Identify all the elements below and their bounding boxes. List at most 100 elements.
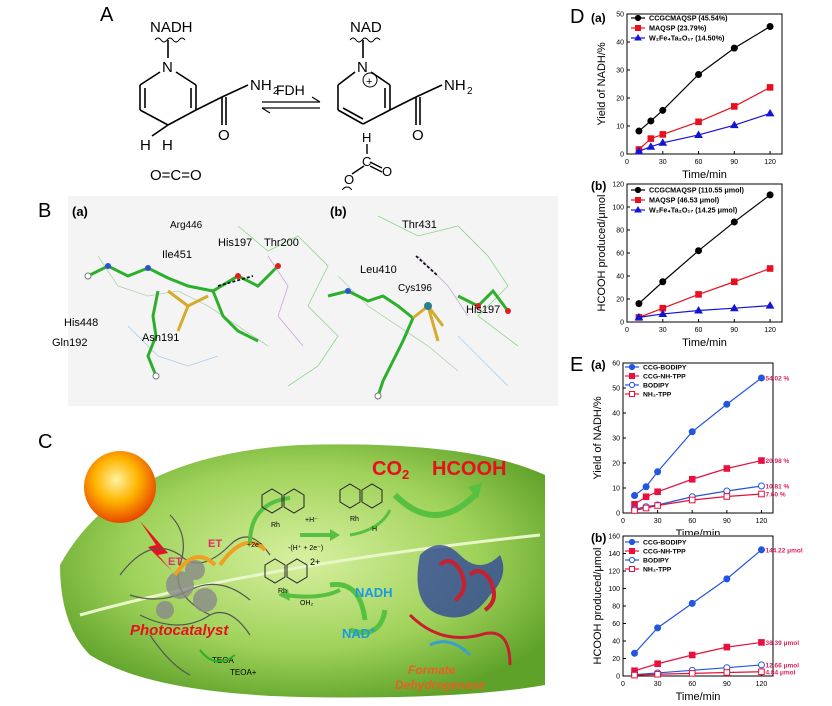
y-tick-label: 30 [612,436,620,443]
y-tick-label: 40 [616,274,624,281]
data-point [654,670,661,678]
residue-b-0: Thr431 [402,219,437,231]
x-axis-label: Time/min [682,169,727,178]
sublabel-b-b: (b) [330,204,347,219]
fdh-protein [408,545,512,666]
x-tick-label: 0 [621,518,625,525]
data-point [654,660,661,668]
data-point [654,624,662,632]
chart-sublabel: (b) [591,531,606,545]
rh-oh2-label: OH₂ [300,600,314,607]
x-tick-label: 120 [756,518,768,525]
y-tick-label: 0 [616,511,620,518]
fdh-label-2: Dehydrogenase [395,678,485,692]
y-tick-label: 30 [616,68,624,75]
nadh-arrow [329,581,368,621]
legend-entry: CCG-NH-TPP [643,549,686,556]
teoa-plus-label: TEOA+ [230,668,257,677]
rh-h-label: H [372,526,377,533]
y-tick-label: 80 [616,228,624,235]
data-point [646,142,656,150]
legend-marker [628,556,636,564]
plot-frame [626,13,783,155]
legend-marker [634,206,642,213]
data-point [766,191,774,199]
y-tick-label: 20 [616,297,624,304]
legend-marker [629,391,635,397]
x-tick-label: 30 [654,681,662,688]
data-point [757,482,765,490]
panel-label-e: E [570,354,584,376]
nadh-o-atom: O [218,127,230,144]
y-tick-label: 20 [612,461,620,468]
docking-a-ligand [87,264,280,377]
chart-sublabel: (a) [591,11,606,25]
y-tick-label: 20 [612,656,620,663]
residue-b-3: His197 [466,304,500,316]
hbond-a [217,275,254,287]
data-point [642,493,650,501]
docking-structures: (a) Arg446 Ile451 His197 Thr200 His448 A… [52,196,558,406]
y-tick-label: 0 [620,152,624,159]
data-point [688,651,696,659]
chart-sublabel: (b) [591,179,606,193]
data-point [758,639,765,646]
y-tick-label: 10 [612,486,620,493]
series-line [634,459,762,505]
nadh-h2-label: H [162,137,173,154]
data-point [723,400,731,408]
nadh-cycle-label: NADH [355,585,393,600]
sublabel-b-a: (a) [72,204,88,219]
data-point [658,309,668,317]
fdh-label: FDH [276,82,305,98]
data-label: 4.84 μmol [765,669,795,676]
data-point [695,70,703,78]
data-point [631,671,638,679]
co2-conversion-arrow [392,492,478,518]
series-line [634,549,762,654]
data-point [723,487,731,495]
docking-b-ligand [327,288,510,397]
data-point [695,118,702,126]
minus-h2e-label: -(H⁺ + 2e⁻) [288,545,323,552]
legend-entry: W₂Fe₄Ta₂O₁₇ (14.25 μmol) [649,206,738,215]
residue-a-0: Arg446 [170,220,203,231]
data-point [642,504,650,512]
data-point [634,146,644,155]
y-axis-label: Yield of NADH/% [592,396,604,480]
rh-label-2: Rh [350,516,359,523]
y-tick-label: 40 [616,40,624,47]
data-label: 20.98 % [765,458,789,465]
co2-label: CO2 [372,458,409,482]
legend-entry: NH₂-TPP [643,392,672,399]
series-line [638,305,771,318]
plus-h-label: +H⁻ [305,517,318,524]
nadp-cycle-label: NAD+ [342,625,375,641]
x-tick-label: 120 [764,327,776,334]
residue-a-2: His197 [218,237,252,249]
y-tick-label: 120 [612,182,624,189]
rh-complex-2 [339,483,383,509]
chart-e-b: 0 30 60 90 120 0 20 40 60 80 100 120 140 160 Time/min H… [591,531,803,700]
residue-b-2: Cys196 [398,283,432,294]
x-tick-label: 120 [756,681,768,688]
data-point [729,120,739,129]
data-point [654,468,662,476]
x-tick-label: 0 [625,327,629,334]
series-line [634,493,762,512]
plus-2e-label: +2e⁻ [247,542,263,549]
residue-a-3: Thr200 [264,237,299,249]
y-tick-label: 80 [612,604,620,611]
data-label: 38.39 μmol [765,640,799,647]
data-point [694,130,703,138]
panel-label-c: C [38,431,53,453]
x-tick-label: 90 [730,159,738,166]
nad-o-atom: O [412,127,424,144]
data-point [659,106,667,114]
y-tick-label: 140 [608,551,620,558]
data-point [723,465,731,472]
leaf-background [60,444,545,698]
x-tick-label: 90 [730,327,738,334]
legend-marker [634,186,642,194]
x-tick-label: 60 [688,681,696,688]
